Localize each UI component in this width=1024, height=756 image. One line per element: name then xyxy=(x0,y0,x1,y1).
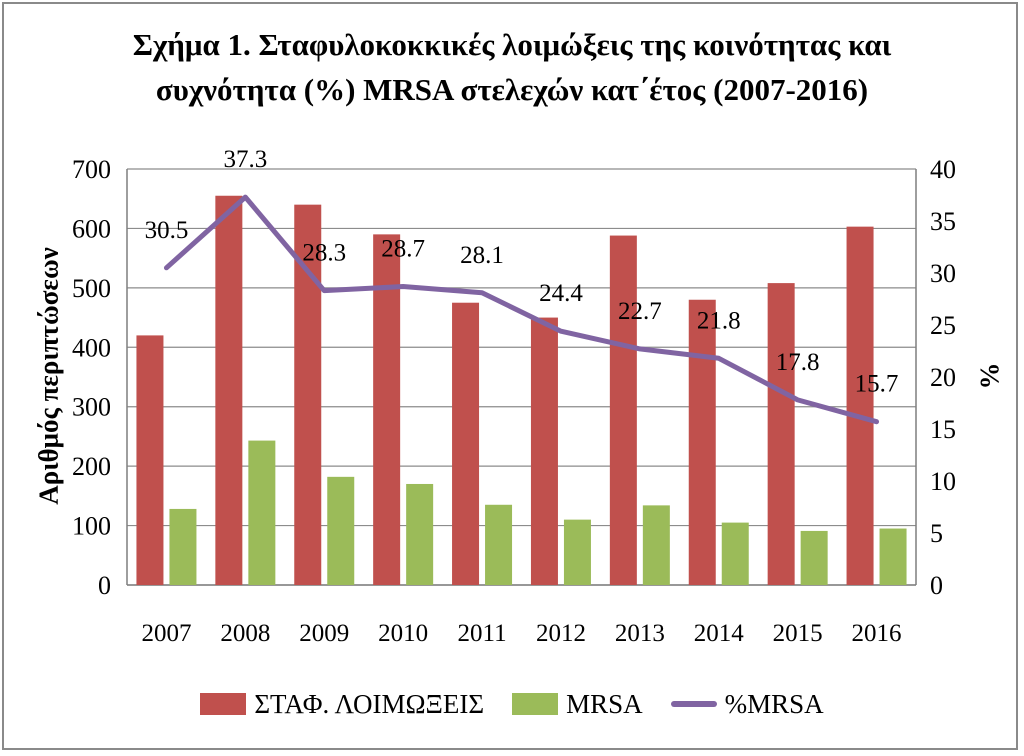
data-label-percent-mrsa: 37.3 xyxy=(223,146,267,173)
x-tick-label: 2008 xyxy=(220,620,270,647)
data-label-percent-mrsa: 28.1 xyxy=(460,242,504,269)
y-tick-label-left: 600 xyxy=(72,214,111,243)
y-tick-label-right: 5 xyxy=(930,519,943,548)
legend-label-percent-mrsa: %MRSA xyxy=(724,688,824,719)
data-label-percent-mrsa: 15.7 xyxy=(855,371,899,398)
line-percent-mrsa xyxy=(163,194,880,425)
legend-swatch-percent-mrsa xyxy=(670,701,717,707)
x-tick-label: 2014 xyxy=(694,620,745,647)
bar-mrsa xyxy=(721,522,749,585)
bar-mrsa xyxy=(485,504,513,585)
chart-title-line-2: συχνότητα (%) MRSA στελεχών κατ΄έτος (20… xyxy=(155,72,869,107)
legend: ΣΤΑΦ. ΛΟΙΜΩΞΕΙΣ MRSA %MRSA xyxy=(0,684,1024,724)
bar-mrsa xyxy=(169,508,197,585)
y-tick-label-left: 100 xyxy=(72,512,111,541)
bar-infections xyxy=(767,283,795,585)
data-label-percent-mrsa: 28.3 xyxy=(302,240,346,267)
y-tick-label-right: 10 xyxy=(930,467,956,496)
chart-title-line-1: Σχήμα 1. Σταφυλοκοκκικές λοιμώξεις της κ… xyxy=(132,27,892,62)
data-label-percent-mrsa: 17.8 xyxy=(776,349,820,376)
x-tick-label: 2016 xyxy=(852,620,902,647)
bar-infections xyxy=(846,226,874,585)
x-tick-label: 2012 xyxy=(536,620,586,647)
x-tick-label: 2013 xyxy=(615,620,665,647)
x-tick-label: 2009 xyxy=(299,620,349,647)
y-tick-label-left: 700 xyxy=(72,155,111,184)
bar-infections xyxy=(373,234,401,585)
data-label-percent-mrsa: 21.8 xyxy=(697,307,741,334)
legend-label-mrsa: MRSA xyxy=(566,688,643,719)
chart-title: Σχήμα 1. Σταφυλοκοκκικές λοιμώξεις της κ… xyxy=(0,22,1024,112)
bar-mrsa xyxy=(327,476,355,585)
bar-mrsa xyxy=(879,528,907,585)
y-tick-label-right: 20 xyxy=(930,363,956,392)
y-tick-label-left: 400 xyxy=(72,333,111,362)
y-tick-label-right: 25 xyxy=(930,311,956,340)
y-tick-label-left: 0 xyxy=(98,571,111,600)
bar-infections xyxy=(215,195,243,585)
bar-mrsa xyxy=(800,530,828,585)
bar-mrsa xyxy=(642,505,670,585)
y-tick-label-right: 35 xyxy=(930,207,956,236)
y-tick-label-left: 200 xyxy=(72,452,111,481)
x-tick-label: 2007 xyxy=(141,620,191,647)
x-tick-label: 2011 xyxy=(458,620,507,647)
y-tick-label-right: 15 xyxy=(930,415,956,444)
data-label-percent-mrsa: 28.7 xyxy=(381,236,425,263)
bar-mrsa xyxy=(248,440,276,585)
legend-item-infections: ΣΤΑΦ. ΛΟΙΜΩΞΕΙΣ xyxy=(200,689,484,720)
legend-swatch-mrsa xyxy=(512,693,559,715)
bar-infections xyxy=(452,302,480,585)
bar-mrsa xyxy=(406,483,434,585)
legend-item-mrsa: MRSA xyxy=(512,689,643,720)
bar-infections xyxy=(609,235,637,585)
y-tick-label-left: 500 xyxy=(72,274,111,303)
bar-infections xyxy=(688,299,716,585)
legend-swatch-infections xyxy=(200,693,247,715)
y-tick-label-right: 0 xyxy=(930,571,943,600)
bar-mrsa xyxy=(563,519,591,585)
x-tick-label: 2015 xyxy=(773,620,823,647)
x-tick-label: 2010 xyxy=(378,620,428,647)
data-label-percent-mrsa: 24.4 xyxy=(539,280,583,307)
y-tick-label-right: 40 xyxy=(930,155,956,184)
data-label-percent-mrsa: 22.7 xyxy=(618,298,662,325)
data-label-percent-mrsa: 30.5 xyxy=(145,217,189,244)
bar-infections xyxy=(136,335,164,585)
legend-label-infections: ΣΤΑΦ. ΛΟΙΜΩΞΕΙΣ xyxy=(254,688,485,719)
y-tick-label-right: 30 xyxy=(930,259,956,288)
bar-infections xyxy=(530,317,558,585)
legend-item-percent-mrsa: %MRSA xyxy=(670,688,824,720)
y-tick-label-left: 300 xyxy=(72,393,111,422)
